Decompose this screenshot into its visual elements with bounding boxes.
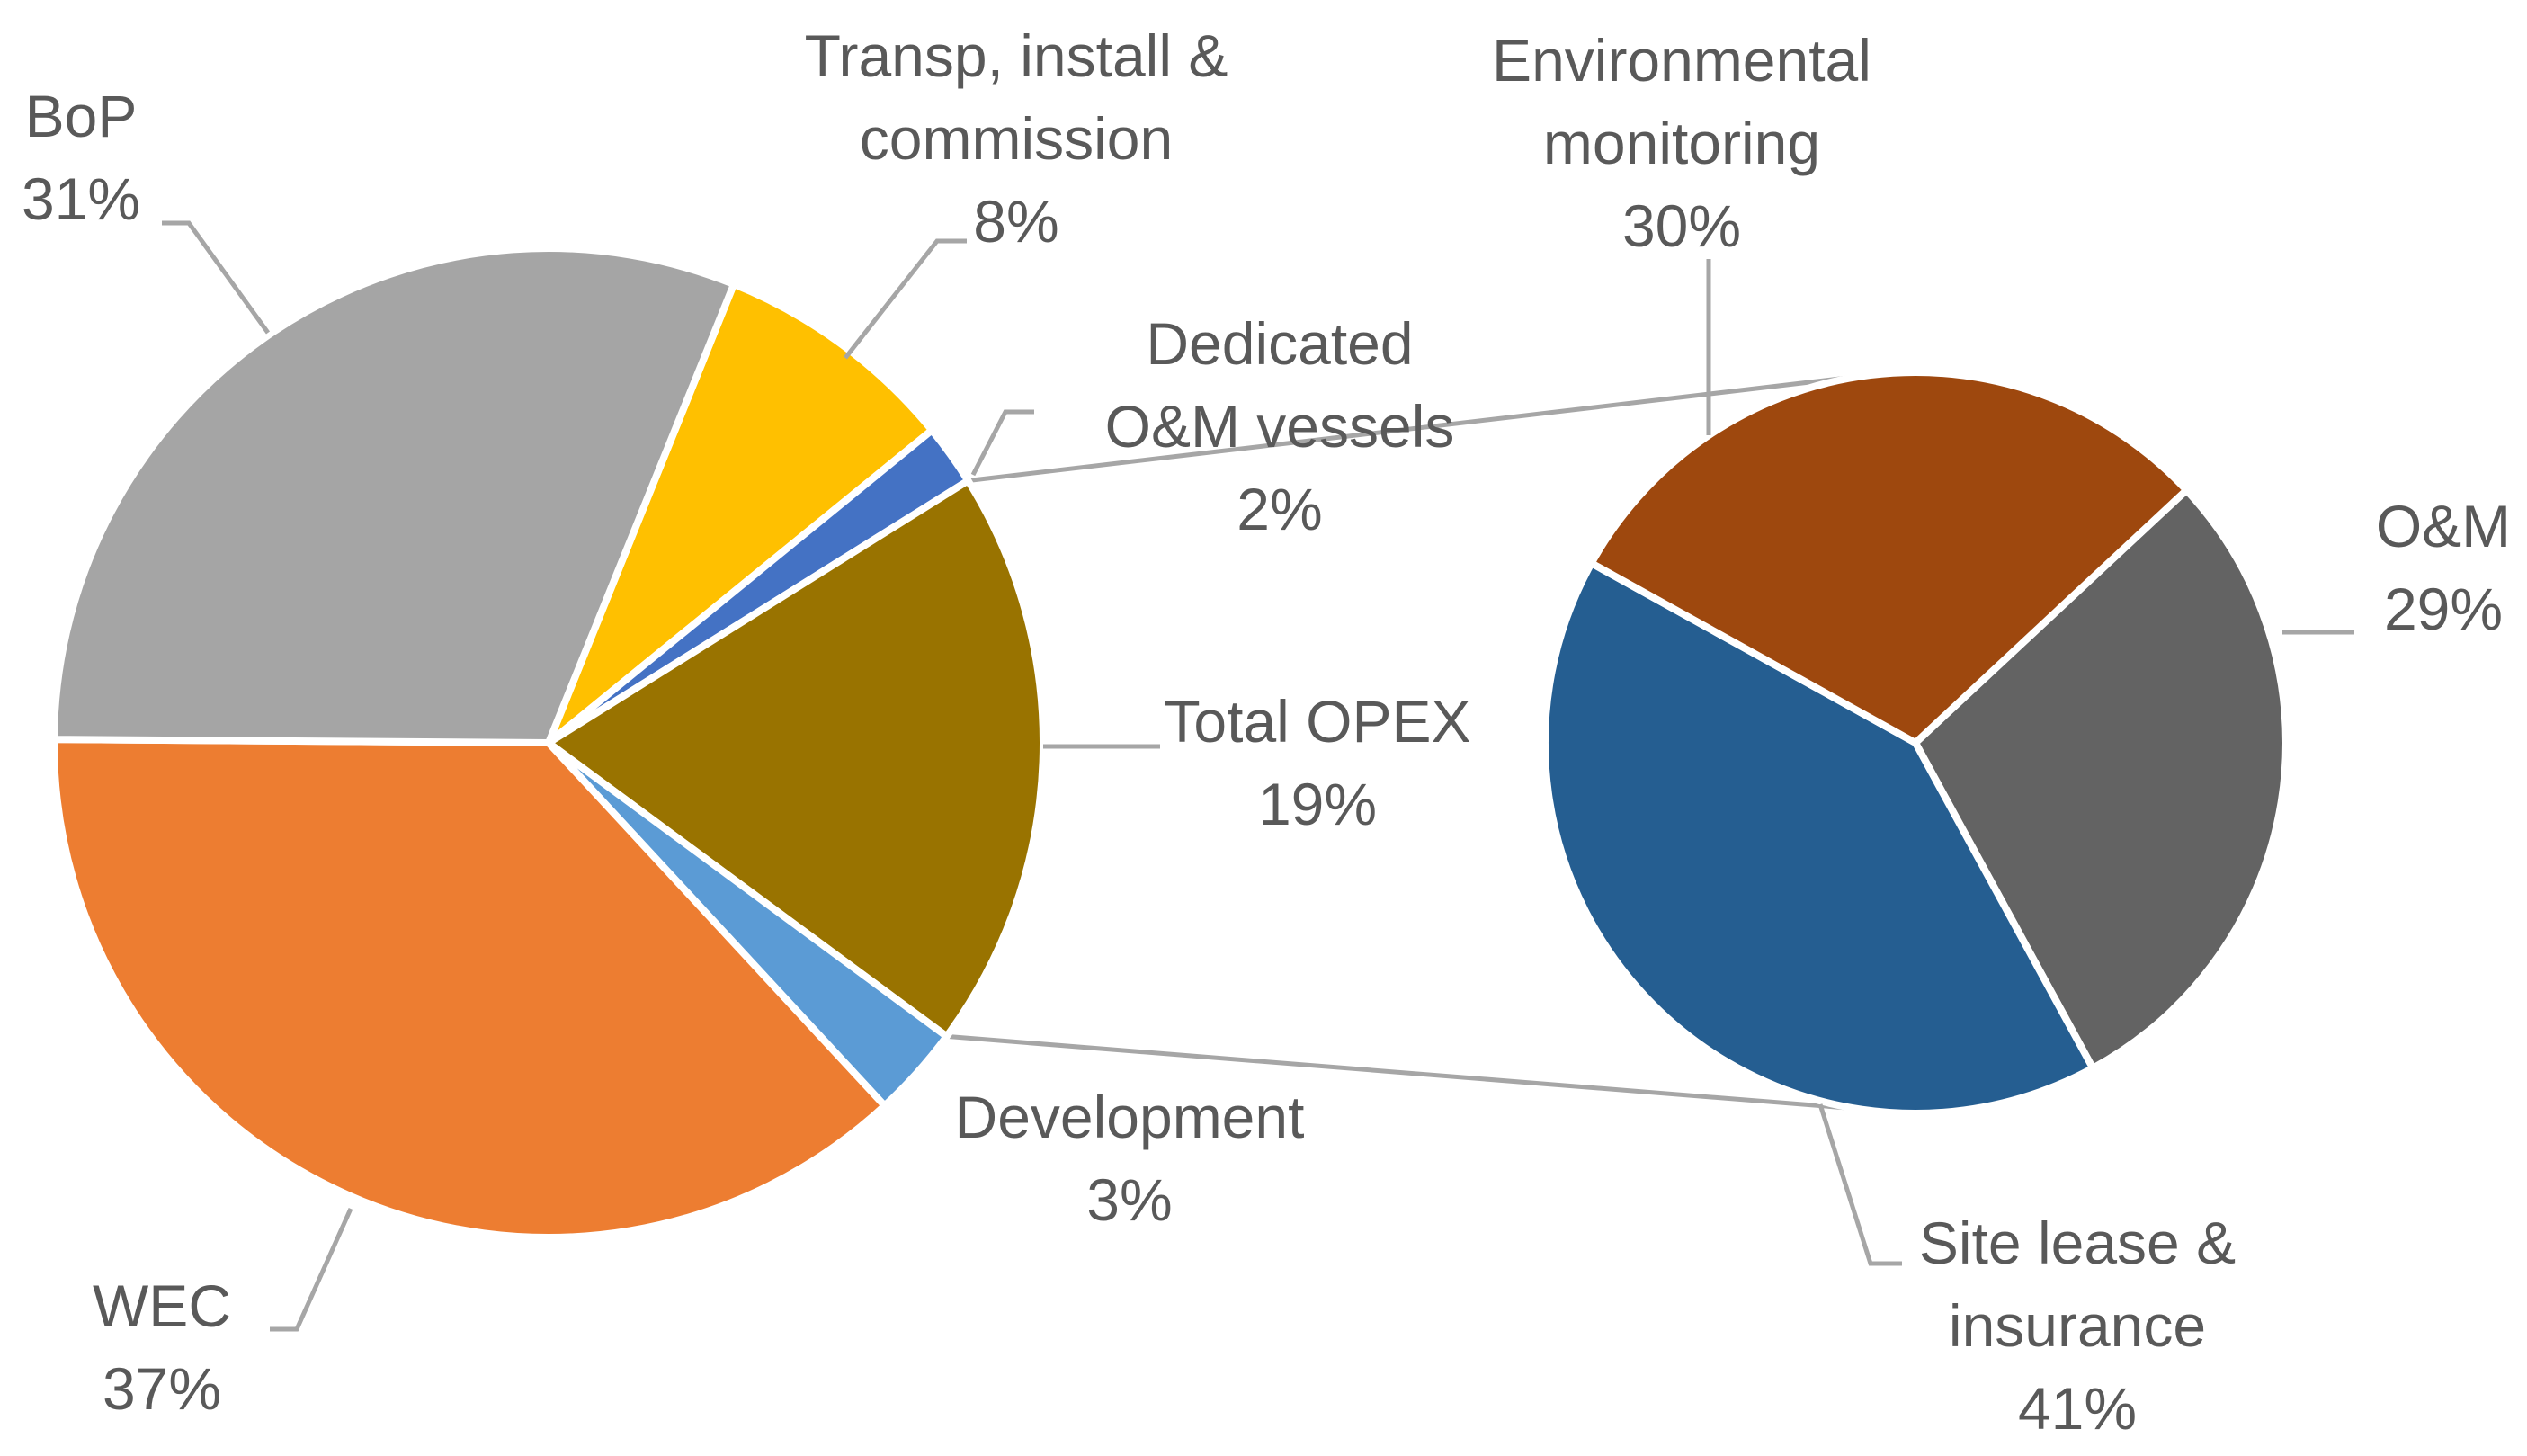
secondary-pie (1541, 369, 2290, 1117)
data-label-text-total-opex: Total OPEX (1164, 688, 1470, 755)
data-label-environmental-monitoring: Environmental monitoring 30% (1492, 27, 1871, 259)
data-label-value-bop: 31% (22, 165, 140, 232)
leader-lines (162, 220, 2354, 1332)
leader-transport (844, 238, 967, 360)
data-label-dedicated-oandm-vessels: Dedicated O&M vessels 2% (1105, 310, 1455, 542)
data-label-value-total-opex: 19% (1258, 771, 1377, 837)
data-label-text-environmental-monitoring: monitoring (1543, 110, 1820, 176)
data-label-text-bop: BoP (25, 83, 138, 149)
leader-om-vessels (970, 409, 1034, 477)
data-label-text-development: Development (955, 1084, 1305, 1150)
main-slice-wec (50, 736, 888, 1241)
data-label-value-development: 3% (1086, 1166, 1172, 1233)
data-label-text-site-lease-and-insurance: insurance (1949, 1292, 2206, 1359)
data-label-text-transp-install-and-commission: Transp, install & (805, 22, 1228, 89)
data-label-value-dedicated-oandm-vessels: 2% (1237, 476, 1322, 542)
leader-site-lease (1817, 1103, 1902, 1266)
secondary-slice-environmental-monitoring (1587, 369, 2191, 746)
main-slice-bop (50, 245, 738, 746)
secondary-slice-site-lease-and-insurance (1541, 559, 2097, 1117)
data-label-text-wec: WEC (93, 1273, 231, 1339)
data-label-total-opex: Total OPEX 19% (1164, 688, 1470, 837)
data-label-text-site-lease-and-insurance: Site lease & (1919, 1210, 2236, 1276)
data-label-transp-install-and-commission: Transp, install & commission 8% (805, 22, 1228, 255)
main-slice-transp-install-and-commission (545, 281, 936, 746)
secondary-slice-oandm (1912, 487, 2290, 1072)
data-label-value-wec: 37% (103, 1355, 221, 1422)
data-label-text-dedicated-oandm-vessels: Dedicated (1146, 310, 1413, 377)
main-pie (50, 245, 1047, 1241)
data-label-oandm: O&M 29% (2376, 493, 2511, 642)
data-label-value-site-lease-and-insurance: 41% (2018, 1375, 2137, 1442)
main-slice-total-opex (545, 477, 1047, 1041)
data-label-bop: BoP 31% (22, 83, 140, 232)
data-label-text-dedicated-oandm-vessels: O&M vessels (1105, 393, 1455, 460)
leader-wec (270, 1207, 353, 1332)
data-label-text-transp-install-and-commission: commission (860, 105, 1173, 172)
data-labels: BoP 31% Transp, install & commission 8% Dedic… (22, 22, 2511, 1442)
pie-connectors (946, 371, 1916, 1116)
connector-line-bottom (946, 1033, 1916, 1116)
data-label-wec: WEC 37% (93, 1273, 231, 1422)
data-label-value-oandm: 29% (2384, 576, 2503, 642)
connector-line-top (968, 371, 1878, 484)
data-label-site-lease-and-insurance: Site lease & insurance 41% (1919, 1210, 2236, 1442)
data-label-text-environmental-monitoring: Environmental (1492, 27, 1871, 94)
data-label-value-transp-install-and-commission: 8% (973, 188, 1058, 255)
data-label-text-oandm: O&M (2376, 493, 2511, 559)
leader-bop (162, 220, 271, 335)
data-label-development: Development 3% (955, 1084, 1305, 1233)
data-label-value-environmental-monitoring: 30% (1622, 192, 1741, 259)
